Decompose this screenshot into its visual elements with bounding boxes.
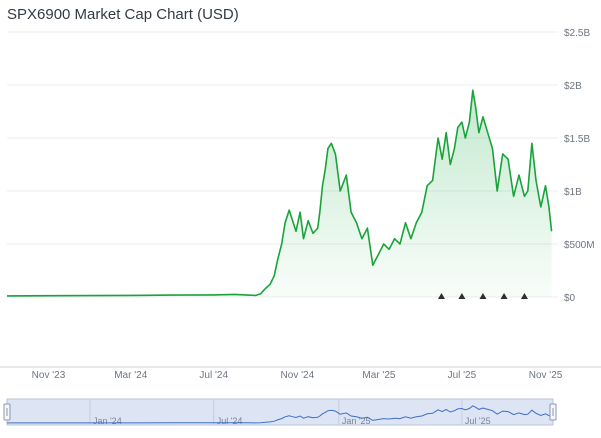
plot-area bbox=[6, 89, 553, 297]
range-navigator[interactable]: Jan '24 Jul '24 Jan '25 Jul '25 bbox=[3, 398, 557, 426]
navigator-label: Jan '24 bbox=[93, 416, 122, 426]
event-marker bbox=[458, 293, 466, 299]
x-tick-label: Jul '24 bbox=[199, 370, 228, 381]
y-axis: $0 $500M $1B $1.5B $2B $2.5B bbox=[564, 28, 595, 304]
chart-title: SPX6900 Market Cap Chart (USD) bbox=[7, 6, 239, 23]
x-tick-label: Nov '23 bbox=[32, 370, 66, 381]
event-markers bbox=[437, 293, 528, 299]
market-cap-area bbox=[7, 90, 552, 297]
y-tick-label: $1.5B bbox=[564, 134, 590, 145]
y-tick-label: $2.5B bbox=[564, 28, 590, 39]
y-tick-label: $500M bbox=[564, 240, 595, 251]
x-axis: Nov '23 Mar '24 Jul '24 Nov '24 Mar '25 Jul '… bbox=[0, 366, 601, 381]
navigator-label: Jul '25 bbox=[465, 416, 491, 426]
x-tick-label: Mar '25 bbox=[362, 370, 395, 381]
event-marker bbox=[479, 293, 487, 299]
x-tick-label: Nov '24 bbox=[281, 370, 315, 381]
navigator-line bbox=[7, 405, 552, 424]
market-cap-line bbox=[6, 89, 553, 297]
y-tick-label: $1B bbox=[564, 187, 582, 198]
navigator-label: Jul '24 bbox=[217, 416, 243, 426]
event-marker bbox=[437, 293, 445, 299]
x-tick-label: Jul '25 bbox=[448, 370, 477, 381]
x-tick-label: Nov '25 bbox=[529, 370, 563, 381]
event-marker bbox=[520, 293, 528, 299]
y-tick-label: $0 bbox=[564, 293, 576, 304]
y-tick-label: $2B bbox=[564, 81, 582, 92]
x-tick-label: Mar '24 bbox=[114, 370, 147, 381]
navigator-label: Jan '25 bbox=[342, 416, 371, 426]
event-marker bbox=[500, 293, 508, 299]
